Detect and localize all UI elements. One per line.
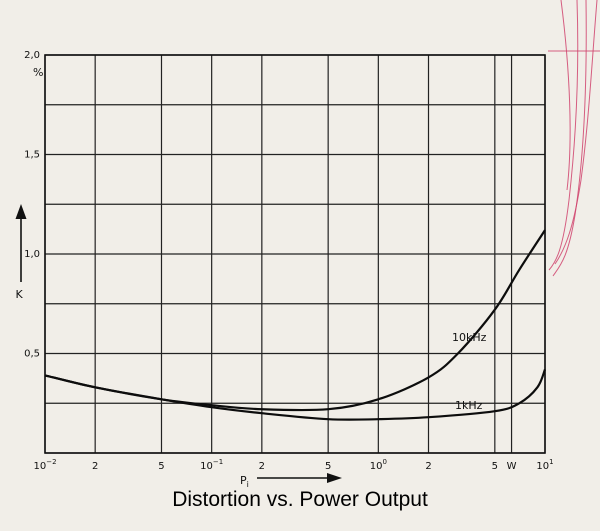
grid: [44, 54, 546, 454]
y-axis-arrow-head: [15, 204, 27, 219]
series-labels: 10kHz 1kHz: [452, 331, 487, 412]
y-tick-labels: 0,5 1,0 1,5 2,0: [24, 50, 40, 360]
x-tick-label-4: 2: [259, 461, 265, 472]
curves: [44, 229, 547, 421]
x-tick-label-7: 2: [425, 461, 431, 472]
curve-10khz: [44, 229, 546, 412]
x-axis-label-group: Pi: [240, 473, 342, 489]
x-tick-label-3: 10−1: [200, 458, 223, 472]
series-label-1khz: 1kHz: [455, 399, 483, 412]
x-tick-labels: 10−2 2 5 10−1 2 5 100 2 5 W 101: [33, 458, 553, 472]
svg-text:Pi: Pi: [240, 474, 249, 489]
x-tick-label-0: 10−2: [33, 458, 56, 472]
chart-caption: Distortion vs. Power Output: [172, 488, 428, 511]
x-axis-label: P: [240, 474, 247, 487]
x-axis-label-subscript: i: [247, 480, 249, 489]
y-axis-label-group: K: [15, 204, 27, 301]
curve-1khz: [44, 368, 547, 421]
x-tick-label-1: 2: [92, 461, 98, 472]
pen-marks: [548, 0, 600, 277]
y-tick-label-2: 1,5: [24, 150, 40, 161]
y-tick-label-0: 0,5: [24, 349, 40, 360]
x-tick-label-9: W: [507, 461, 517, 472]
y-axis-label: K: [16, 288, 24, 301]
plot-frame: [44, 54, 546, 454]
x-tick-label-10: 101: [536, 458, 553, 472]
y-tick-label-1: 1,0: [24, 249, 40, 260]
x-tick-label-6: 100: [370, 458, 387, 472]
x-axis-arrow-head: [327, 473, 342, 483]
x-tick-label-2: 5: [158, 461, 164, 472]
y-tick-label-3: 2,0: [24, 50, 40, 61]
x-tick-label-8: 5: [492, 461, 498, 472]
x-tick-label-5: 5: [325, 461, 331, 472]
series-label-10khz: 10kHz: [452, 331, 487, 344]
y-unit-label: %: [33, 66, 43, 79]
